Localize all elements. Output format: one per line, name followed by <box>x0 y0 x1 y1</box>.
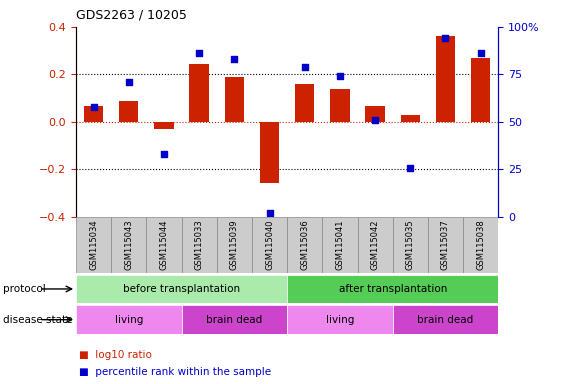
Text: before transplantation: before transplantation <box>123 284 240 294</box>
Text: GSM115035: GSM115035 <box>406 220 415 270</box>
Point <box>159 151 168 157</box>
Text: protocol: protocol <box>3 284 46 294</box>
Bar <box>146 217 181 273</box>
Point <box>476 50 485 56</box>
Text: GSM115040: GSM115040 <box>265 220 274 270</box>
Bar <box>463 217 498 273</box>
Text: living: living <box>115 314 143 325</box>
Point <box>195 50 204 56</box>
Point <box>336 73 345 79</box>
Bar <box>84 106 103 122</box>
Bar <box>330 89 350 122</box>
Bar <box>393 305 498 334</box>
Text: GSM115039: GSM115039 <box>230 220 239 270</box>
Bar <box>154 122 173 129</box>
Text: brain dead: brain dead <box>206 314 262 325</box>
Point <box>265 210 274 216</box>
Text: GDS2263 / 10205: GDS2263 / 10205 <box>76 9 187 22</box>
Bar <box>295 84 314 122</box>
Bar <box>401 115 420 122</box>
Text: GSM115041: GSM115041 <box>336 220 345 270</box>
Point <box>89 104 98 110</box>
Bar <box>428 217 463 273</box>
Bar <box>471 58 490 122</box>
Bar <box>322 217 358 273</box>
Text: GSM115044: GSM115044 <box>159 220 168 270</box>
Bar <box>76 275 287 303</box>
Bar <box>181 305 287 334</box>
Bar <box>225 77 244 122</box>
Text: GSM115034: GSM115034 <box>89 220 98 270</box>
Point <box>230 56 239 62</box>
Text: disease state: disease state <box>3 314 72 325</box>
Text: GSM115036: GSM115036 <box>300 219 309 270</box>
Bar <box>287 275 498 303</box>
Point <box>370 117 379 123</box>
Bar <box>260 122 279 182</box>
Text: after transplantation: after transplantation <box>338 284 447 294</box>
Bar <box>217 217 252 273</box>
Text: living: living <box>326 314 354 325</box>
Bar <box>287 305 393 334</box>
Point <box>124 79 133 85</box>
Bar <box>287 217 322 273</box>
Text: ■  percentile rank within the sample: ■ percentile rank within the sample <box>79 367 271 377</box>
Point <box>441 35 450 41</box>
Text: GSM115037: GSM115037 <box>441 219 450 270</box>
Bar <box>76 217 111 273</box>
Text: GSM115038: GSM115038 <box>476 219 485 270</box>
Text: GSM115033: GSM115033 <box>195 219 204 270</box>
Bar <box>358 217 393 273</box>
Text: GSM115043: GSM115043 <box>124 220 133 270</box>
Bar <box>76 305 181 334</box>
Bar <box>365 106 385 122</box>
Text: brain dead: brain dead <box>417 314 473 325</box>
Text: GSM115042: GSM115042 <box>370 220 379 270</box>
Bar <box>181 217 217 273</box>
Point <box>406 164 415 170</box>
Bar <box>190 64 209 122</box>
Bar <box>436 36 455 122</box>
Bar <box>393 217 428 273</box>
Bar <box>119 101 138 122</box>
Text: ■  log10 ratio: ■ log10 ratio <box>79 350 151 360</box>
Bar <box>252 217 287 273</box>
Point <box>300 64 309 70</box>
Bar <box>111 217 146 273</box>
